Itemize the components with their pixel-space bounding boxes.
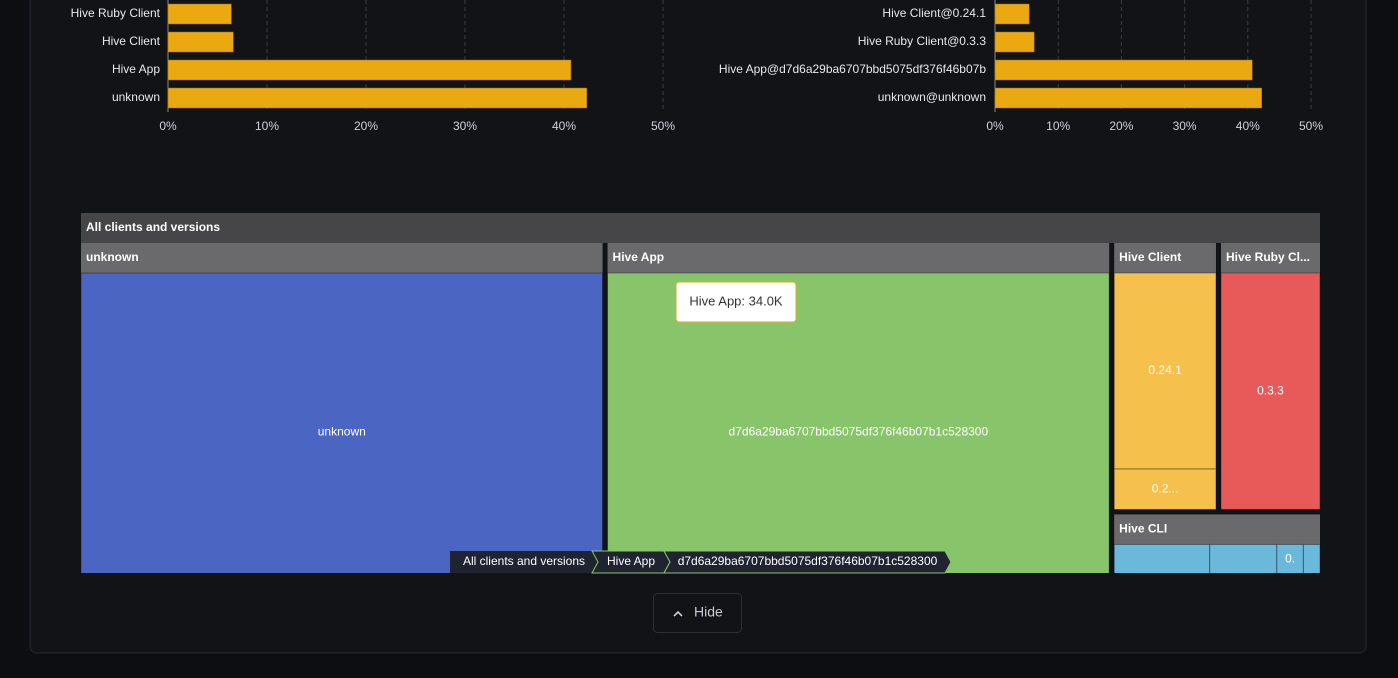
treemap-cell	[81, 272, 604, 573]
bar-chart: 0% 10% 20% 30% 40% 50% Hive Ruby Client Hive Cl…	[71, 0, 675, 133]
cell-label: d7d6a29ba6707bbd5075df376f46b07b1c528300	[729, 425, 989, 439]
bar	[167, 31, 234, 53]
x-tick-label: 20%	[1109, 119, 1133, 133]
breadcrumb-item: All clients and versions	[463, 554, 585, 568]
group-label: Hive CLI	[1119, 522, 1167, 536]
breadcrumb-segment	[450, 551, 598, 573]
bar	[994, 31, 1035, 53]
hide-button[interactable]: Hide	[653, 593, 742, 633]
breadcrumb-item: d7d6a29ba6707bbd5075df376f46b07b1c528300	[678, 554, 938, 568]
x-tick-label: 10%	[255, 119, 279, 133]
treemap-cell	[1220, 272, 1321, 510]
treemap-cell	[1302, 543, 1321, 573]
cell-label: 0.	[1285, 552, 1295, 566]
x-tick-label: 40%	[552, 119, 576, 133]
bar-chart: 0% 10% 20% 30% 40% 50% Hive Client@0.24.1 Hive …	[719, 0, 1323, 133]
x-tick-label: 0%	[986, 119, 1004, 133]
group-header	[81, 243, 603, 273]
cell-label: 0.24.1	[1148, 363, 1182, 377]
group-label: Hive Ruby Cl...	[1226, 250, 1310, 264]
overlays: Hive App: 34.0K All clients and versions H…	[450, 281, 952, 574]
button-frame[interactable]	[653, 593, 742, 633]
treemap-cell	[1113, 543, 1211, 573]
breadcrumb-segment	[663, 550, 952, 574]
group-label: Hive App	[613, 250, 665, 264]
x-tick-label: 10%	[1046, 119, 1070, 133]
button-label[interactable]: Hide	[694, 604, 723, 620]
x-tick-label: 50%	[651, 119, 675, 133]
x-tick-label: 0%	[159, 119, 177, 133]
group-header	[1220, 243, 1320, 273]
bar	[994, 87, 1262, 109]
y-tick-label: unknown	[112, 90, 160, 104]
y-tick-label: Hive Ruby Client@0.3.3	[858, 34, 987, 48]
chevron-icon	[673, 610, 683, 617]
y-tick-label: unknown@unknown	[878, 90, 986, 104]
y-tick-label: Hive Client	[102, 34, 161, 48]
root-header	[81, 213, 1320, 243]
y-tick-label: Hive Ruby Client	[71, 6, 161, 20]
group-label: Hive Client	[1119, 250, 1181, 264]
x-tick-label: 20%	[354, 119, 378, 133]
y-tick-label: Hive App@d7d6a29ba6707bbd5075df376f46b07…	[719, 62, 986, 76]
tooltip-box	[675, 281, 797, 323]
tooltip-text: Hive App: 34.0K	[689, 293, 783, 308]
treemap-cell	[607, 272, 1110, 573]
cell-label: unknown	[318, 425, 366, 439]
bar	[994, 59, 1253, 81]
x-tick-label: 30%	[1173, 119, 1197, 133]
group-header	[1114, 243, 1216, 273]
treemap-cell	[1113, 468, 1217, 510]
cell-label: 0.2...	[1152, 481, 1179, 495]
cell-label: 0.3.3	[1257, 383, 1284, 397]
group-label: unknown	[86, 250, 139, 264]
bar	[167, 59, 572, 81]
treemap-cell	[1209, 543, 1278, 573]
y-tick-label: Hive Client@0.24.1	[882, 6, 986, 20]
group-header	[1114, 514, 1320, 545]
bar	[167, 87, 588, 109]
y-tick-label: Hive App	[112, 62, 160, 76]
x-tick-label: 50%	[1299, 119, 1323, 133]
breadcrumb-item: Hive App	[607, 554, 655, 568]
x-tick-label: 30%	[453, 119, 477, 133]
bar	[994, 3, 1030, 25]
root-title: All clients and versions	[86, 220, 220, 234]
group-header	[607, 243, 1110, 273]
bar	[167, 3, 232, 25]
treemap: All clients and versions unknown unknown Hi…	[81, 213, 1321, 573]
x-tick-label: 40%	[1236, 119, 1260, 133]
